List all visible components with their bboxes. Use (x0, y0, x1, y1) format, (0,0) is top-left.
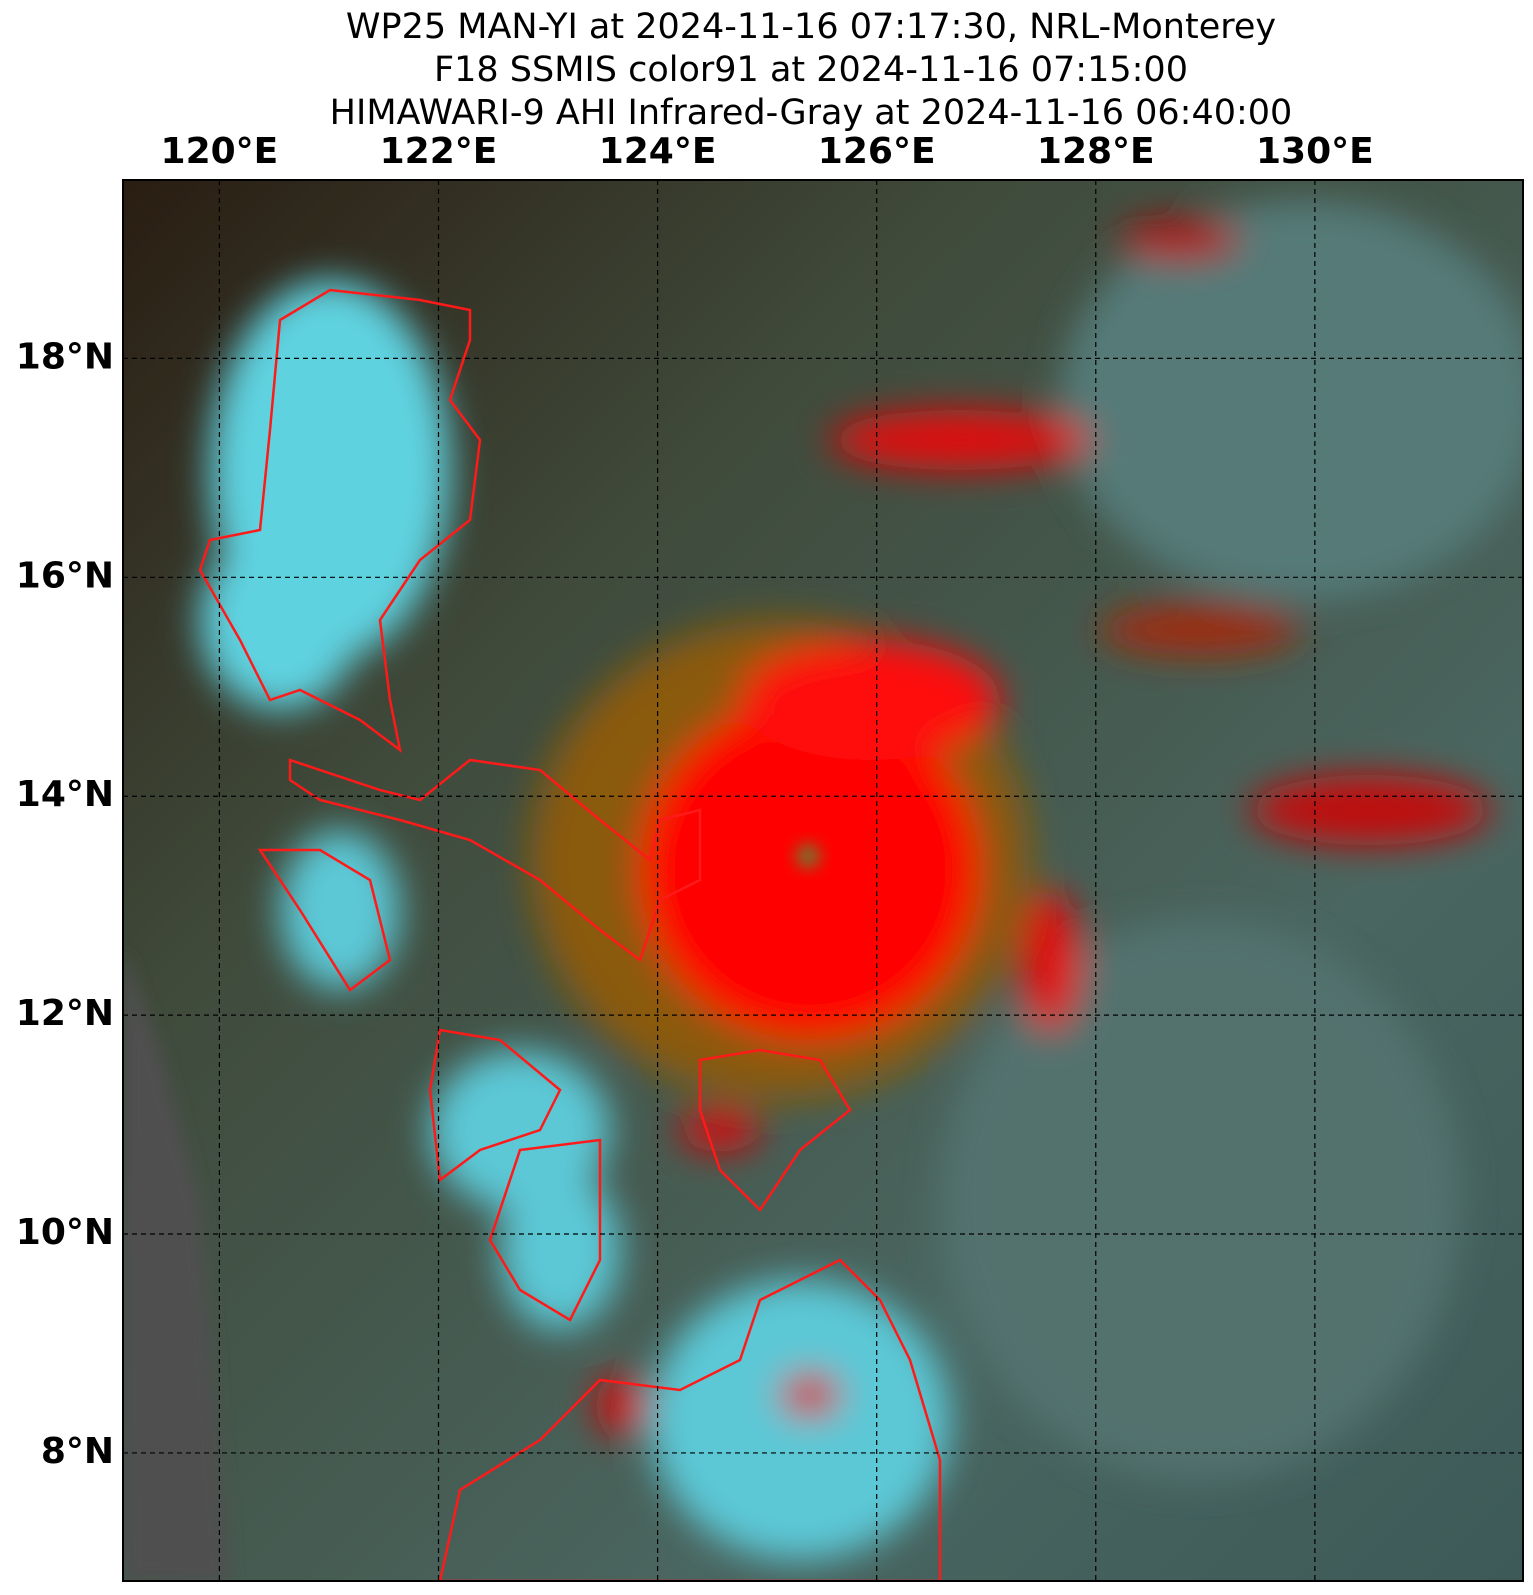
title-line: WP25 MAN-YI at 2024-11-16 07:17:30, NRL-… (346, 7, 1276, 47)
x-tick-label: 130°E (1256, 131, 1374, 172)
map-frame (122, 179, 1524, 1582)
x-tick-label: 128°E (1037, 131, 1155, 172)
x-tick-label: 126°E (818, 131, 936, 172)
y-tick-label: 16°N (16, 555, 114, 596)
y-tick-label: 18°N (16, 336, 114, 377)
y-tick-label: 14°N (16, 774, 114, 815)
imagery (123, 180, 1523, 1581)
x-tick-label: 120°E (161, 131, 279, 172)
x-tick-label: 124°E (599, 131, 717, 172)
y-tick-label: 8°N (41, 1431, 114, 1472)
title-line: F18 SSMIS color91 at 2024-11-16 07:15:00 (434, 50, 1188, 90)
x-tick-label: 122°E (380, 131, 498, 172)
y-tick-label: 10°N (16, 1212, 114, 1253)
title-line: HIMAWARI-9 AHI Infrared-Gray at 2024-11-… (330, 93, 1293, 133)
y-tick-label: 12°N (16, 993, 114, 1034)
